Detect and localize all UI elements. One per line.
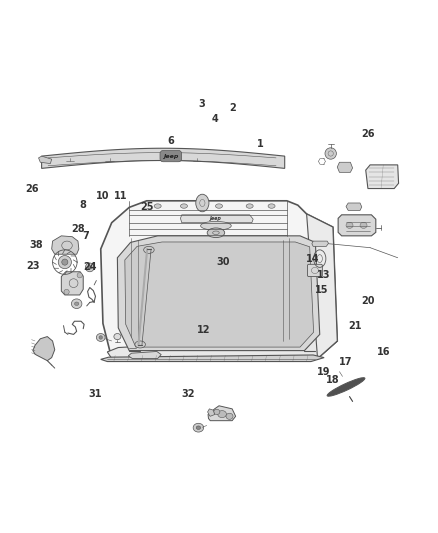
Text: 16: 16 xyxy=(377,347,390,357)
Ellipse shape xyxy=(58,255,71,269)
Text: 20: 20 xyxy=(361,296,374,305)
Text: 1: 1 xyxy=(257,139,264,149)
Polygon shape xyxy=(128,351,161,359)
Text: 30: 30 xyxy=(217,257,230,267)
Ellipse shape xyxy=(71,299,82,309)
Ellipse shape xyxy=(154,204,161,208)
Text: 38: 38 xyxy=(29,240,43,251)
Text: 8: 8 xyxy=(79,200,86,210)
Ellipse shape xyxy=(196,426,201,430)
Text: 17: 17 xyxy=(339,357,353,367)
Polygon shape xyxy=(61,272,83,295)
Text: 26: 26 xyxy=(361,129,374,139)
Text: 25: 25 xyxy=(140,203,153,212)
Text: 10: 10 xyxy=(96,191,110,201)
Ellipse shape xyxy=(88,265,92,269)
Ellipse shape xyxy=(327,378,365,396)
Text: 18: 18 xyxy=(326,375,340,385)
Text: 13: 13 xyxy=(318,270,331,280)
Ellipse shape xyxy=(144,246,154,253)
Ellipse shape xyxy=(64,289,69,295)
Text: Jeep: Jeep xyxy=(210,216,222,221)
Polygon shape xyxy=(39,156,52,164)
Ellipse shape xyxy=(214,409,220,415)
Polygon shape xyxy=(33,336,55,361)
Polygon shape xyxy=(366,165,399,189)
Text: 7: 7 xyxy=(82,231,89,241)
Text: 21: 21 xyxy=(348,321,361,330)
Text: 3: 3 xyxy=(198,100,205,109)
Polygon shape xyxy=(101,201,337,359)
Text: 31: 31 xyxy=(89,389,102,399)
Text: 12: 12 xyxy=(197,325,210,335)
Ellipse shape xyxy=(193,423,204,432)
Text: 19: 19 xyxy=(317,367,330,377)
Polygon shape xyxy=(42,148,285,168)
Ellipse shape xyxy=(77,273,82,278)
Polygon shape xyxy=(125,242,314,347)
Text: 2: 2 xyxy=(229,103,236,113)
Ellipse shape xyxy=(325,148,336,159)
Polygon shape xyxy=(307,214,337,359)
Text: Jeep: Jeep xyxy=(163,154,179,159)
Polygon shape xyxy=(117,236,320,351)
Text: 24: 24 xyxy=(83,262,96,272)
Ellipse shape xyxy=(62,259,68,265)
Text: 14: 14 xyxy=(307,254,320,264)
Polygon shape xyxy=(52,236,79,254)
Ellipse shape xyxy=(99,336,102,339)
Text: 11: 11 xyxy=(114,190,127,200)
Text: 28: 28 xyxy=(71,224,85,235)
Polygon shape xyxy=(180,215,253,223)
Polygon shape xyxy=(101,355,324,361)
Polygon shape xyxy=(312,241,328,246)
Ellipse shape xyxy=(207,228,225,238)
Polygon shape xyxy=(346,203,362,211)
Text: 32: 32 xyxy=(182,389,195,399)
Polygon shape xyxy=(338,215,376,236)
Ellipse shape xyxy=(85,263,94,272)
Polygon shape xyxy=(208,409,215,416)
Ellipse shape xyxy=(196,194,209,212)
Text: 4: 4 xyxy=(211,114,218,124)
Polygon shape xyxy=(107,336,337,359)
Ellipse shape xyxy=(180,204,187,208)
Ellipse shape xyxy=(114,334,121,340)
Ellipse shape xyxy=(246,204,253,208)
Text: 15: 15 xyxy=(315,285,328,295)
Ellipse shape xyxy=(215,204,223,208)
Ellipse shape xyxy=(96,334,105,342)
Ellipse shape xyxy=(135,341,145,348)
Polygon shape xyxy=(208,406,236,421)
Ellipse shape xyxy=(268,204,275,208)
Text: 6: 6 xyxy=(167,136,174,146)
Ellipse shape xyxy=(201,221,231,230)
FancyBboxPatch shape xyxy=(307,264,322,277)
Ellipse shape xyxy=(360,222,367,229)
Text: 23: 23 xyxy=(26,261,39,271)
Ellipse shape xyxy=(346,222,353,229)
Text: 26: 26 xyxy=(25,183,39,193)
Ellipse shape xyxy=(74,302,79,305)
Ellipse shape xyxy=(226,413,233,419)
Ellipse shape xyxy=(218,410,226,418)
Polygon shape xyxy=(337,162,353,172)
